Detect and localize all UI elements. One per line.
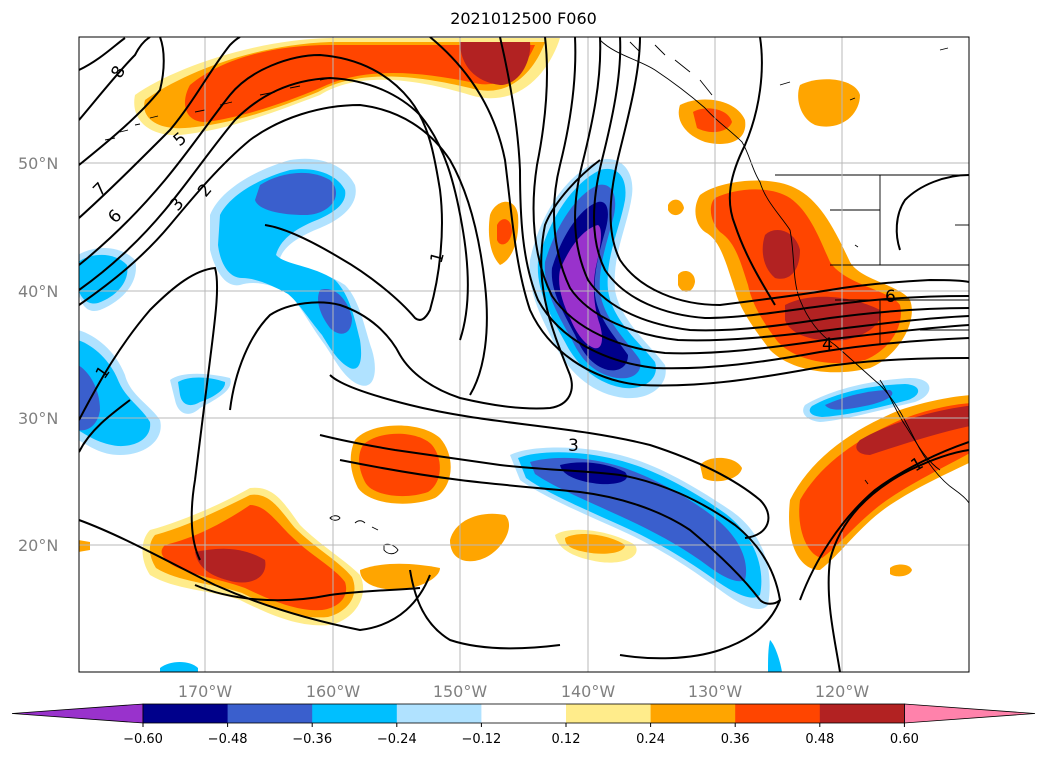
lat-label-30n: 30°N [18,409,58,428]
colorbar-segment [566,704,652,723]
lon-label-130w: 130°W [688,682,743,701]
colorbar-segment [819,704,905,723]
map-title: 2021012500 F060 [450,9,597,28]
colorbar-segment [650,704,736,723]
colorbar-segment [227,704,313,723]
colorbar-tick-label: −0.48 [208,732,248,747]
lat-label-50n: 50°N [18,154,58,173]
colorbar-segment [481,704,567,723]
lon-label-140w: 140°W [561,682,616,701]
colorbar-segment [735,704,821,723]
map-frame [78,36,970,673]
colorbar-tick-label: −0.60 [123,732,163,747]
contour-label: 6 [885,287,896,307]
contour-lines [79,37,969,672]
colorbar-segment [143,704,229,723]
shading-layer [79,38,969,672]
colorbar-segment [312,704,398,723]
colorbar-segment [396,704,482,723]
colorbar-tick-label: −0.36 [292,732,332,747]
latitude-labels: 50°N 40°N 30°N 20°N [18,154,58,555]
colorbar-tick-label: −0.24 [377,732,417,747]
lon-label-160w: 160°W [306,682,361,701]
colorbar-outline [142,703,905,724]
colorbar-tick-label: 0.48 [805,732,834,747]
colorbar-extend-low [11,703,144,724]
colorbar-tick-label: 0.60 [890,732,919,747]
contour-label: 4 [822,335,833,355]
map-panel: 8 7 6 5 3 2 1 1 3 6 4 1 [79,37,969,672]
lat-label-20n: 20°N [18,536,58,555]
lon-label-120w: 120°W [815,682,870,701]
islands-layer [104,47,949,555]
colorbar-tick-label: −0.12 [461,732,501,747]
colorbar-tick-label: 0.12 [552,732,581,747]
lon-label-170w: 170°W [178,682,233,701]
colorbar-tick-label: 0.36 [721,732,750,747]
longitude-labels: 170°W 160°W 150°W 140°W 130°W 120°W [178,682,870,701]
colorbar-extend-high [904,703,1036,724]
colorbar: −0.60 −0.48 −0.36 −0.24 −0.12 0.12 0.24 0.36 0.4… [11,703,1036,747]
coastlines-layer [599,39,969,504]
contour-label: 1 [427,250,449,266]
lat-label-40n: 40°N [18,282,58,301]
contour-label: 3 [568,436,579,456]
lon-label-150w: 150°W [433,682,488,701]
colorbar-tick-label: 0.24 [636,732,665,747]
